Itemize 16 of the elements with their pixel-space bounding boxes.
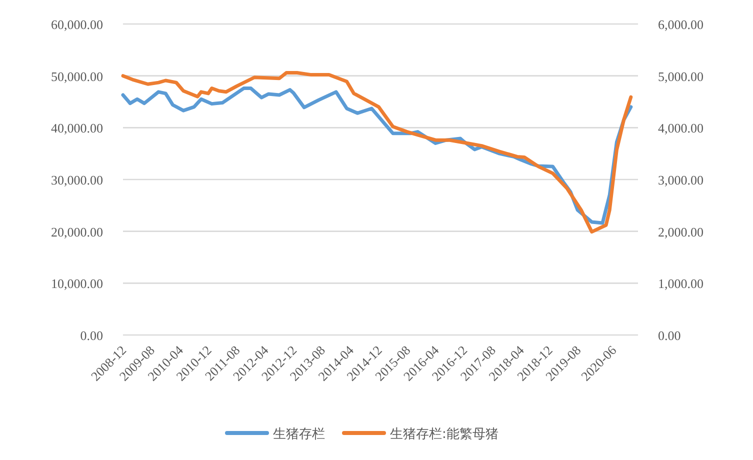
y2-tick-label: 6,000.00 [658,17,704,32]
y2-tick-label: 1,000.00 [658,276,704,292]
y-tick-label: 40,000.00 [51,120,103,136]
y-tick-label: 60,000.00 [51,17,103,32]
y2-tick-label: 2,000.00 [658,224,704,240]
y2-tick-label: 3,000.00 [658,172,704,188]
y-tick-label: 20,000.00 [51,224,103,240]
y-tick-label: 10,000.00 [51,276,103,292]
y-tick-label: 30,000.00 [51,172,103,188]
y2-tick-label: 0.00 [658,328,681,343]
legend-label: 生猪存栏:能繁母猪 [390,427,498,442]
y-tick-label: 0.00 [80,328,103,343]
y2-tick-label: 4,000.00 [658,120,704,136]
legend-label: 生猪存栏 [273,427,325,442]
y2-tick-label: 5,000.00 [658,68,704,84]
y-tick-label: 50,000.00 [51,68,103,84]
